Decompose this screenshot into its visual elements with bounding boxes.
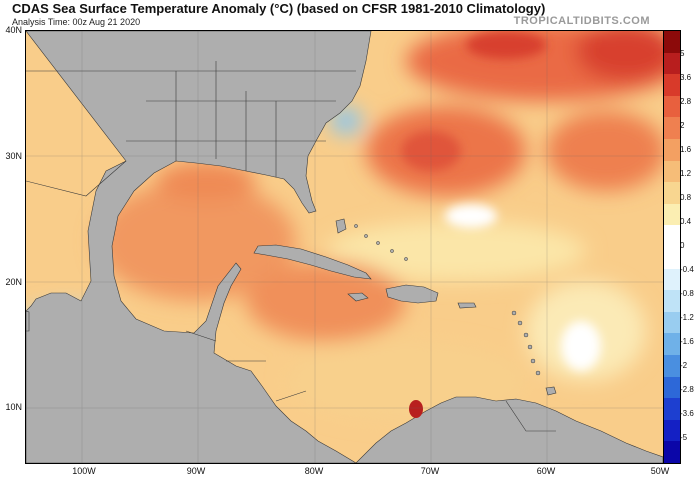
colorbar-tick-label: 0.8 [680,193,692,202]
colorbar-tick-label: -0.4 [680,265,694,274]
lat-label-40n: 40N [5,25,22,35]
border-south-america [505,400,556,432]
land-cuba [253,244,372,280]
land-north-america [26,31,372,463]
neutral-anomaly-lesser-antilles [561,321,601,371]
colorbar-tick-label: 5 [680,49,685,58]
colorbar-tick-label: 0.4 [680,217,692,226]
colorbar-segment [664,354,680,377]
land-bahamas-andros [335,218,347,234]
neutral-anomaly-patch [445,204,497,228]
colorbar-tick-label: -2 [680,361,688,370]
lat-label-20n: 20N [5,277,22,287]
colorbar-segment [664,225,680,247]
neutral-anomaly-atlantic [326,221,586,281]
land-yucatan-cap [26,310,30,332]
colorbar-segment [664,441,680,463]
colorbar-segment [664,376,680,399]
colorbar-segment [664,311,680,334]
colorbar-tick-label: 1.2 [680,169,692,178]
border-central-america-1 [185,330,217,342]
colorbar-segment [664,182,680,204]
lat-label-10n: 10N [5,402,22,412]
land-jamaica [347,292,369,302]
chart-title: CDAS Sea Surface Temperature Anomaly (°C… [12,1,546,16]
land-puerto-rico [457,302,477,309]
warm-anomaly-caribbean [246,261,406,341]
colorbar-tick-label: -5 [680,433,688,442]
colorbar-tick-label: -1.6 [680,337,694,346]
lat-label-30n: 30N [5,151,22,161]
border-central-america-3 [275,390,307,402]
analysis-time: Analysis Time: 00z Aug 21 2020 [12,17,141,27]
lesser-antilles [354,224,541,376]
graticule [26,31,663,463]
lon-label-80w: 80W [304,466,324,476]
colorbar-segment [664,290,680,312]
land-south-america [355,396,663,463]
colorbar-tick-label: 2 [680,121,685,130]
colorbar-segment [664,246,680,269]
colorbar-segment [664,203,680,226]
sst-anomaly-map [25,30,664,464]
colorbar-segment [664,398,680,420]
colorbar-segment [664,52,680,75]
colorbar [663,30,681,464]
colorbar-tick-label: 3.6 [680,73,692,82]
warm-anomaly-northern-gulf [156,161,256,201]
colorbar-tick-label: 0 [680,241,685,250]
lon-label-60w: 60W [536,466,556,476]
colorbar-segment [664,95,680,118]
lon-label-70w: 70W [420,466,440,476]
border-us-mexico [26,160,127,197]
colorbar-segment [664,268,680,291]
colorbar-segment [664,160,680,183]
political-borders [26,61,556,432]
lon-label-100w: 100W [72,466,96,476]
colorbar-tick-label: -0.8 [680,289,694,298]
colorbar-segment [664,333,680,355]
warm-anomaly-central-atlantic [546,111,663,191]
land-masses [26,31,663,463]
warm-anomaly-northeast [576,31,663,81]
lon-label-50w: 50W [650,466,670,476]
site-watermark: TROPICALTIDBITS.COM [513,15,650,27]
colorbar-segment [664,117,680,139]
colorbar-segment [664,138,680,161]
warm-anomaly-gulf [96,181,296,301]
land-trinidad [545,386,557,396]
warm-anomaly-cape-cod [466,31,546,59]
colorbar-segment [664,419,680,442]
land-hispaniola [385,284,439,304]
colorbar-tick-label: 2.8 [680,97,692,106]
colorbar-tick-label: -1.2 [680,313,694,322]
lon-label-90w: 90W [186,466,206,476]
anomaly-detail [401,31,601,371]
colorbar-tick-label: -3.6 [680,409,694,418]
colorbar-tick-label: -2.8 [680,385,694,394]
colorbar-segment [664,31,680,53]
warm-anomaly-lake-maracaibo [409,400,423,418]
colorbar-segment [664,74,680,96]
colorbar-tick-label: 1.6 [680,145,692,154]
